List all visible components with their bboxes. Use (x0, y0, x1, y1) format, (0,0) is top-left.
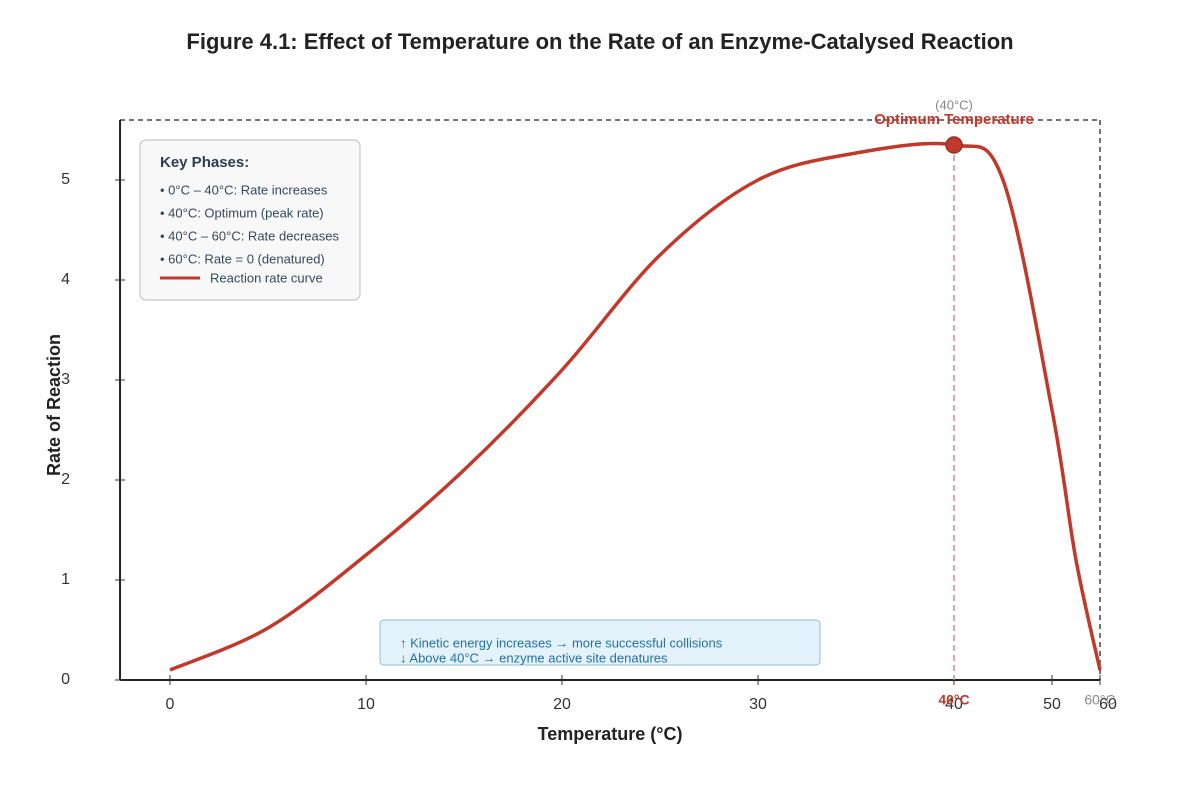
y-tick-label: 1 (61, 571, 70, 588)
x-tick-label: 10 (357, 696, 375, 713)
optimum-axis-label: 40°C (938, 692, 969, 708)
y-tick-label: 2 (61, 471, 70, 488)
x-tick-label: 30 (749, 696, 767, 713)
info-text: ↓ Above 40°C → enzyme active site denatu… (400, 650, 668, 665)
key-box (139, 139, 361, 301)
key-item: • 40°C: Optimum (peak rate) (160, 205, 324, 220)
y-tick-label: 4 (61, 271, 70, 288)
x-tick-label: 40 (945, 696, 963, 713)
key-item: • 60°C: Rate = 0 (denatured) (160, 251, 325, 266)
chart-title: Figure 4.1: Effect of Temperature on the… (186, 29, 1013, 54)
x-tick-label: 20 (553, 696, 571, 713)
line-series (169, 141, 1102, 672)
key-item: • 40°C – 60°C: Rate decreases (160, 228, 339, 243)
y-tick-label: 3 (61, 371, 70, 388)
x-tick-label: 0 (166, 696, 175, 713)
key-item: • 0°C – 40°C: Rate increases (160, 182, 328, 197)
legend-label: Reaction rate curve (210, 270, 323, 285)
y-tick-label: 0 (61, 671, 70, 688)
x-tick-label: 50 (1043, 696, 1061, 713)
optimum-label: Optimum Temperature (874, 111, 1034, 128)
limit-axis-label: 60°C (1084, 692, 1115, 708)
y-tick-label: 5 (61, 171, 70, 188)
key-title: Key Phases: (160, 154, 249, 171)
x-tick-label: 60 (1099, 696, 1117, 713)
x-axis-label: Temperature (°C) (538, 724, 683, 744)
optimum-point (945, 136, 963, 154)
y-axis-label: Rate of Reaction (44, 334, 64, 476)
info-box (379, 619, 821, 666)
info-text: ↑ Kinetic energy increases → more succes… (400, 635, 723, 650)
optimum-sublabel: (40°C) (935, 97, 973, 112)
